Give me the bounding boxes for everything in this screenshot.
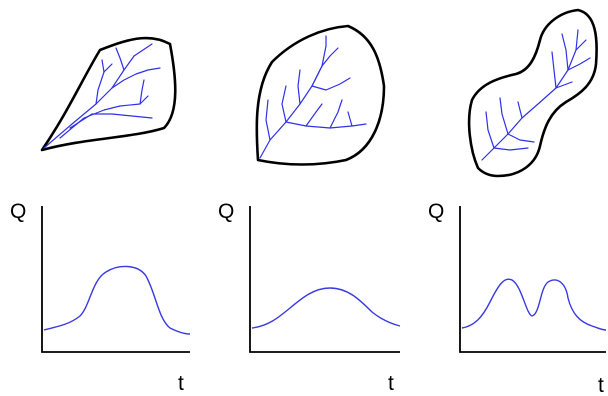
panel-3: Q t [428, 8, 607, 396]
panel-2: Q t [218, 24, 401, 395]
basin-3-river-network [481, 29, 591, 161]
basin-3-outline [467, 8, 598, 178]
t-label-1: t [178, 372, 184, 395]
basin-1-river-network [43, 43, 161, 149]
hydrograph-2: Q t [218, 200, 401, 395]
q-axis-3 [459, 206, 606, 353]
q-label-2: Q [218, 200, 234, 223]
basin-2-outline [255, 24, 386, 166]
hydrograph-curve-2 [251, 287, 401, 329]
t-label-3: t [598, 374, 604, 396]
basin-3 [467, 8, 598, 178]
hydrograph-curve-3 [461, 278, 607, 331]
basin-1 [40, 36, 177, 152]
basin-1-outline [40, 36, 177, 152]
t-label-2: t [388, 372, 394, 395]
q-axis-2 [249, 206, 400, 353]
hydrograph-1: Q t [10, 200, 191, 395]
q-axis-1 [41, 206, 190, 353]
hydrograph-3: Q t [428, 200, 607, 396]
basin-2 [255, 24, 386, 166]
q-label-3: Q [428, 200, 444, 223]
hydrograph-curve-1 [43, 265, 191, 335]
basin-2-river-network [259, 35, 367, 159]
panel-1: Q t [10, 36, 191, 395]
q-label-1: Q [10, 200, 26, 223]
